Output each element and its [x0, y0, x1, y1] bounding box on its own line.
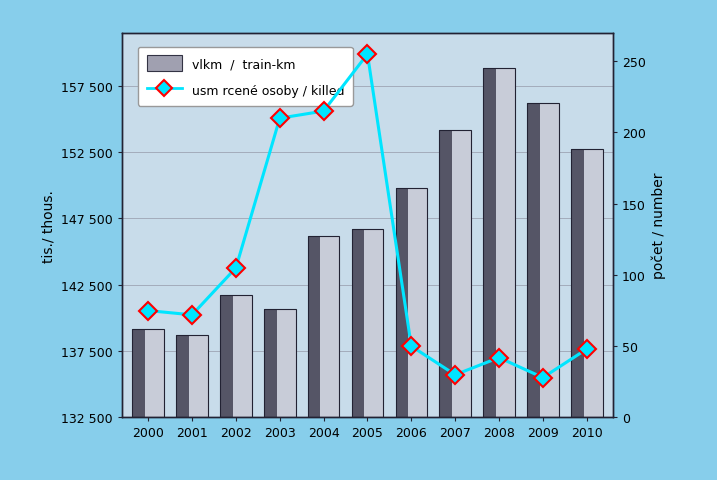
Bar: [176, 336, 208, 418]
Bar: [351, 229, 384, 418]
Bar: [264, 309, 295, 418]
Bar: [440, 130, 471, 418]
Bar: [571, 150, 602, 418]
Bar: [308, 236, 320, 418]
Bar: [584, 150, 602, 418]
Bar: [396, 189, 427, 418]
Bar: [527, 104, 540, 418]
Bar: [527, 104, 559, 418]
Bar: [308, 236, 339, 418]
Bar: [496, 69, 515, 418]
Bar: [571, 150, 584, 418]
Bar: [133, 329, 145, 418]
Bar: [483, 69, 515, 418]
Bar: [133, 329, 164, 418]
Legend: vlkm  /  train-km, usm rcené osoby / killed: vlkm / train-km, usm rcené osoby / kille…: [138, 48, 353, 107]
Y-axis label: počet / number: počet / number: [652, 172, 666, 279]
Bar: [351, 229, 364, 418]
Bar: [145, 329, 164, 418]
Bar: [189, 336, 208, 418]
Bar: [540, 104, 559, 418]
Bar: [408, 189, 427, 418]
Bar: [396, 189, 408, 418]
Bar: [233, 296, 252, 418]
Bar: [364, 229, 384, 418]
Bar: [264, 309, 277, 418]
Y-axis label: tis./ thous.: tis./ thous.: [42, 189, 55, 262]
Bar: [176, 336, 189, 418]
Bar: [220, 296, 252, 418]
Bar: [220, 296, 233, 418]
Bar: [483, 69, 496, 418]
Bar: [452, 130, 471, 418]
Bar: [277, 309, 295, 418]
Bar: [320, 236, 339, 418]
Bar: [440, 130, 452, 418]
